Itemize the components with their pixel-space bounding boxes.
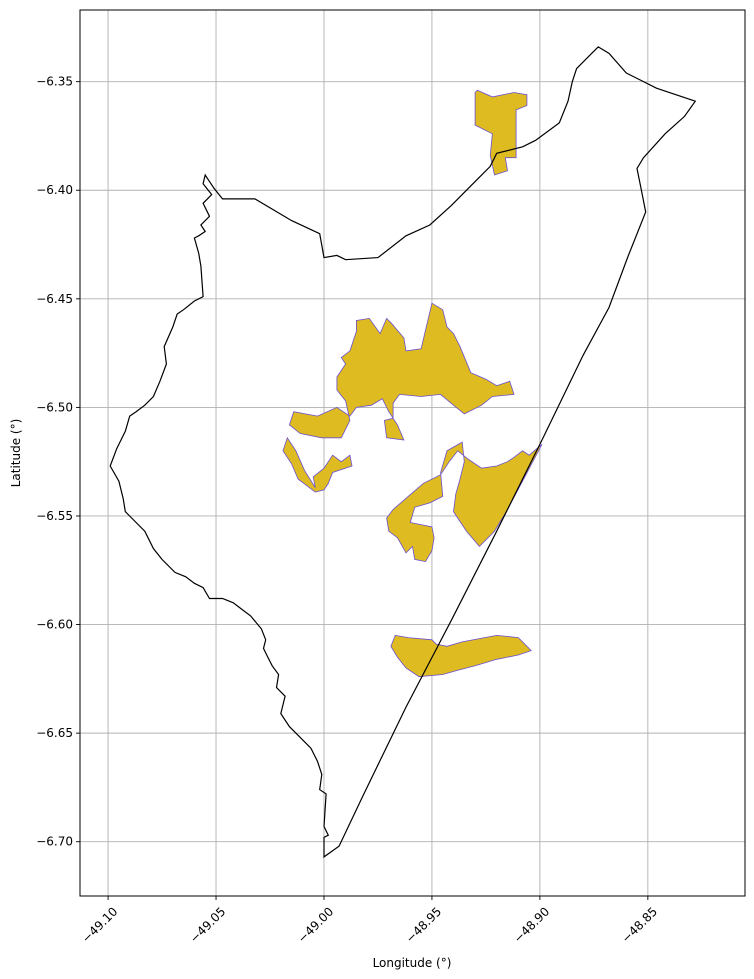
y-tick-label: −6.70 (36, 835, 73, 849)
area-patch-5 (390, 634, 532, 678)
region-boundary (109, 46, 697, 859)
x-axis-label: Longitude (°) (373, 956, 452, 970)
y-tick-label: −6.45 (36, 292, 73, 306)
y-axis-label: Latitude (°) (9, 419, 23, 488)
area-patch-4 (386, 441, 543, 563)
y-tick-label: −6.65 (36, 726, 73, 740)
area-patch-1 (474, 89, 528, 176)
y-tick-label: −6.55 (36, 509, 73, 523)
y-tick-label: −6.40 (36, 183, 73, 197)
map-data-layer (109, 46, 697, 859)
grid-layer (80, 10, 745, 896)
area-patch-2 (288, 302, 515, 441)
y-tick-label: −6.60 (36, 618, 73, 632)
area-patch-3 (282, 436, 353, 493)
y-tick-label: −6.35 (36, 75, 73, 89)
y-tick-label: −6.50 (36, 400, 73, 414)
plot-frame (79, 9, 746, 897)
